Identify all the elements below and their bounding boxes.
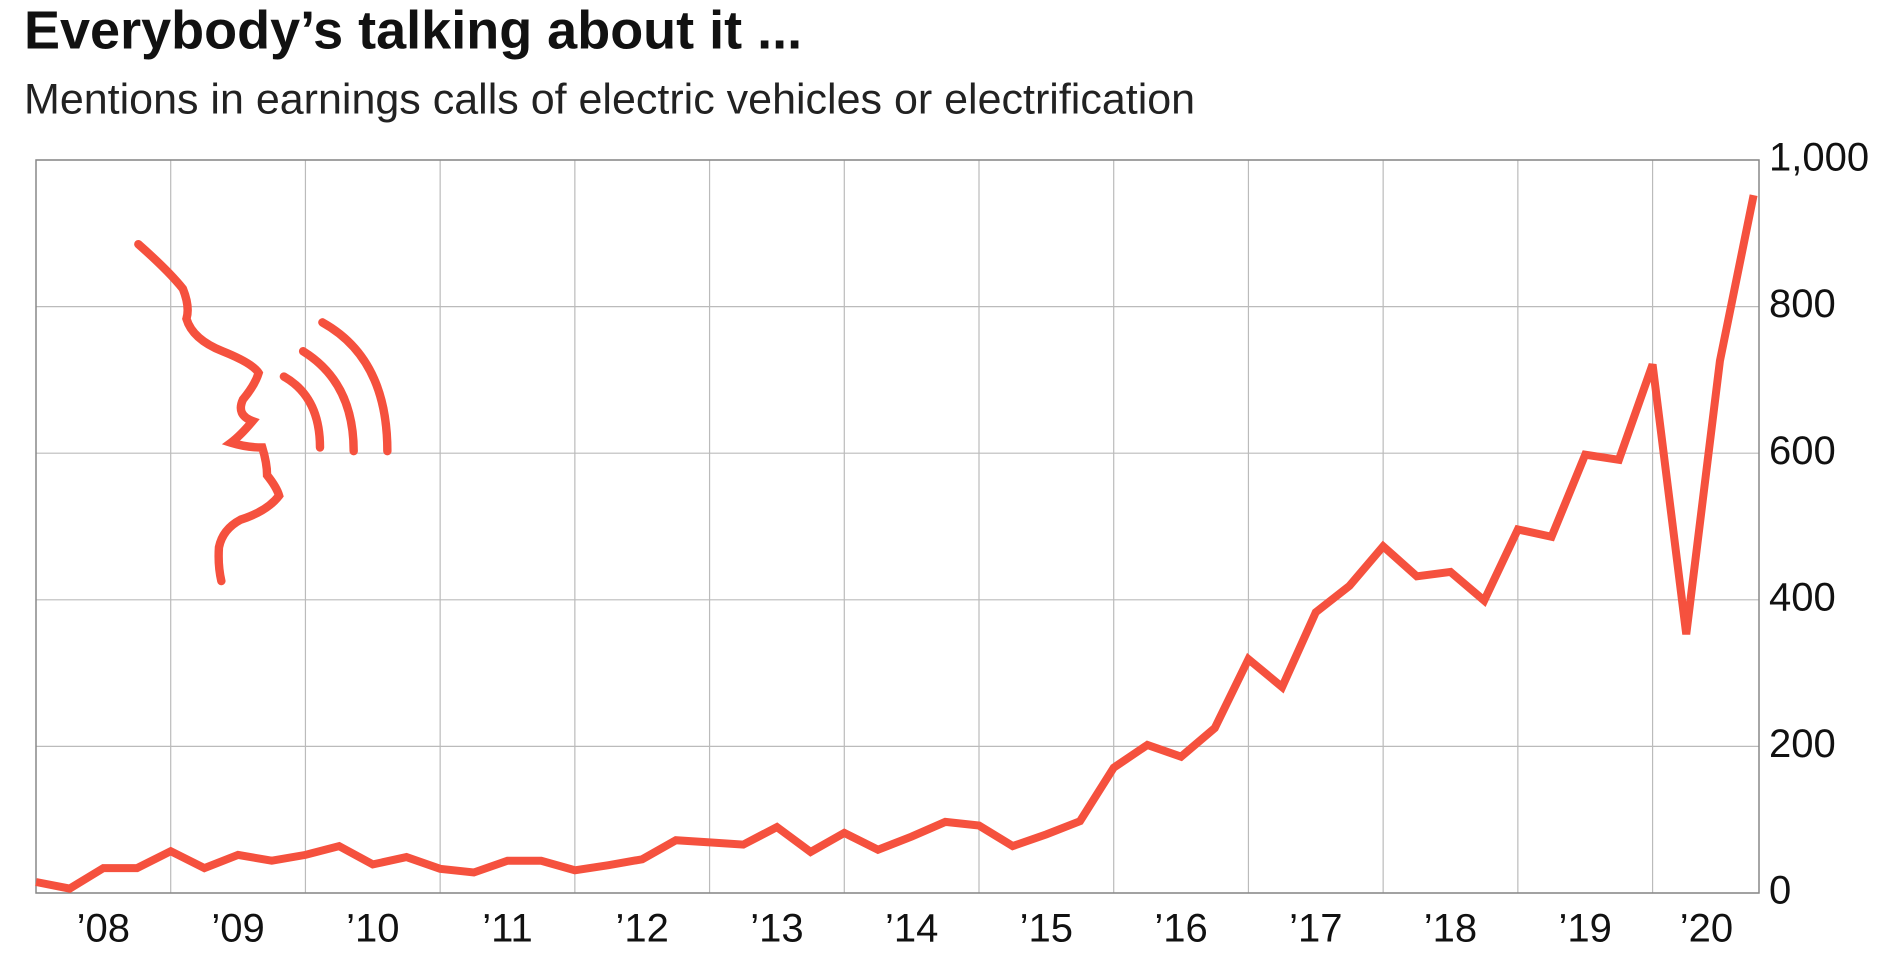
y-tick-label: 200 [1769, 722, 1836, 766]
y-tick-label: 400 [1769, 575, 1836, 619]
x-tick-label: ’16 [1154, 907, 1207, 951]
y-tick-label: 600 [1769, 429, 1836, 473]
y-tick-label: 1,000 [1769, 136, 1869, 180]
x-tick-label: ’15 [1020, 907, 1073, 951]
x-tick-label: ’12 [616, 907, 669, 951]
x-tick-label: ’11 [482, 907, 532, 951]
x-tick-label: ’08 [77, 907, 130, 951]
chart-title: Everybody’s talking about it ... [24, 0, 802, 60]
x-tick-label: ’17 [1289, 907, 1342, 951]
x-tick-label: ’10 [346, 907, 399, 951]
x-tick-label: ’19 [1559, 907, 1612, 951]
data-line [35, 194, 1758, 893]
plot-area: 0 200 400 600 800 1,000 ’08 ’09 ’10 ’11 ’12 ’13 ’14 ’… [35, 136, 1869, 951]
chart-subtitle: Mentions in earnings calls of electric v… [24, 75, 1195, 123]
y-tick-label: 0 [1769, 869, 1791, 913]
x-tick-label: ’14 [885, 907, 938, 951]
plot-frame [35, 159, 1760, 894]
x-tick-label: ’09 [211, 907, 264, 951]
x-tick-label: ’18 [1424, 907, 1477, 951]
x-tick-label: ’20 [1680, 907, 1733, 951]
x-tick-label: ’13 [750, 907, 803, 951]
speech-icon [134, 239, 392, 586]
y-tick-label: 800 [1769, 282, 1836, 326]
